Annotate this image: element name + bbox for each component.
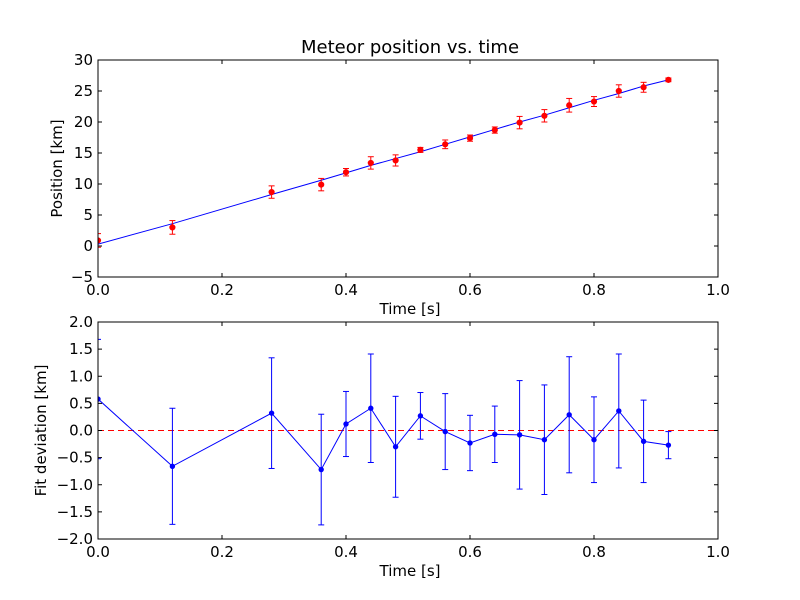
top-x-tick-label: 0.8 xyxy=(582,281,606,299)
bottom-y-tick-label: 0.0 xyxy=(69,422,93,440)
deviation-point xyxy=(467,440,473,446)
top-plot-data xyxy=(98,76,672,248)
deviation-point xyxy=(640,438,647,445)
top-y-tick-label: 0 xyxy=(83,237,93,255)
bottom-x-tick-label: 0.8 xyxy=(582,543,606,561)
bottom-x-tick-label: 0.2 xyxy=(210,543,234,561)
deviation-point xyxy=(392,444,399,450)
position-point xyxy=(367,159,374,167)
position-point xyxy=(566,102,573,109)
position-point xyxy=(169,224,176,231)
position-point xyxy=(615,87,622,95)
top-y-tick-label: 15 xyxy=(74,144,93,162)
deviation-point xyxy=(268,410,275,416)
top-axes-frame xyxy=(97,59,719,278)
top-x-tick-label: 0.6 xyxy=(458,281,482,299)
position-point xyxy=(417,146,424,153)
position-point xyxy=(442,141,449,148)
position-point xyxy=(590,98,598,105)
deviation-point xyxy=(417,413,424,419)
bottom-y-axis-label: Fit deviation [km] xyxy=(32,365,50,497)
deviation-point xyxy=(616,408,622,414)
fit-line xyxy=(98,79,669,245)
top-x-tick-label: 0.4 xyxy=(334,281,358,299)
top-x-axis-label: Time [s] xyxy=(379,300,441,318)
deviation-point xyxy=(492,431,498,437)
bottom-y-tick-label: −2.0 xyxy=(57,530,93,548)
deviation-point xyxy=(541,437,548,443)
top-chart-title: Meteor position vs. time xyxy=(301,37,519,58)
deviation-point xyxy=(343,421,349,427)
bottom-y-tick-label: −0.5 xyxy=(57,449,93,467)
top-y-tick-label: 20 xyxy=(74,113,93,131)
bottom-y-tick-label: 1.5 xyxy=(69,340,93,358)
position-point xyxy=(342,169,350,176)
top-x-tick-label: 1.0 xyxy=(706,281,730,299)
bottom-y-tick-label: −1.0 xyxy=(57,476,93,494)
deviation-point xyxy=(516,432,523,438)
deviation-point xyxy=(566,412,572,418)
position-point xyxy=(640,84,647,91)
deviation-plot: 0.0 0.2 0.4 0.6 0.8 1.0 −2.0 −1.5 −1.0 −0.5 0.0 0.5… xyxy=(32,313,730,580)
position-point xyxy=(665,76,672,83)
bottom-x-axis-label: Time [s] xyxy=(379,562,441,580)
deviation-point xyxy=(169,463,176,470)
position-point xyxy=(491,126,498,134)
bottom-axis-ticks: 0.0 0.2 0.4 0.6 0.8 1.0 −2.0 −1.5 −1.0 −0.5 0.0 0.5… xyxy=(57,313,730,561)
top-y-tick-label: 10 xyxy=(74,175,93,193)
deviation-point xyxy=(665,442,672,448)
deviation-line xyxy=(98,398,669,471)
bottom-x-tick-label: 1.0 xyxy=(706,543,730,561)
bottom-plot-data xyxy=(98,338,718,526)
position-point xyxy=(268,188,275,196)
bottom-y-tick-label: 0.5 xyxy=(69,394,93,412)
top-x-tick-label: 0.2 xyxy=(210,281,234,299)
bottom-x-tick-label: 0.0 xyxy=(86,543,110,561)
top-x-tick-label: 0.0 xyxy=(86,281,110,299)
deviation-point xyxy=(318,466,324,473)
bottom-x-tick-label: 0.6 xyxy=(458,543,482,561)
position-point xyxy=(392,157,399,164)
top-y-tick-label: 5 xyxy=(83,206,93,224)
bottom-y-tick-label: 1.0 xyxy=(69,367,93,385)
top-axis-ticks: 0.0 0.2 0.4 0.6 0.8 1.0 −5 0 5 10 15 20 25 30 xyxy=(71,51,730,299)
position-point xyxy=(516,119,523,126)
top-y-tick-label: 25 xyxy=(74,82,93,100)
bottom-x-tick-label: 0.4 xyxy=(334,543,358,561)
position-point xyxy=(318,181,325,188)
deviation-point xyxy=(368,405,374,411)
bottom-y-tick-label: −1.5 xyxy=(57,503,93,521)
position-point xyxy=(541,112,548,119)
top-y-tick-label: −5 xyxy=(71,268,93,286)
top-y-tick-label: 30 xyxy=(74,51,93,69)
position-plot: Meteor position vs. time 0.0 0.2 0.4 0.6 0.8… xyxy=(48,37,730,318)
top-y-axis-label: Position [km] xyxy=(48,119,66,217)
position-point xyxy=(466,135,474,142)
deviation-point xyxy=(591,437,597,443)
deviation-point xyxy=(442,428,448,435)
bottom-y-tick-label: 2.0 xyxy=(69,313,93,331)
